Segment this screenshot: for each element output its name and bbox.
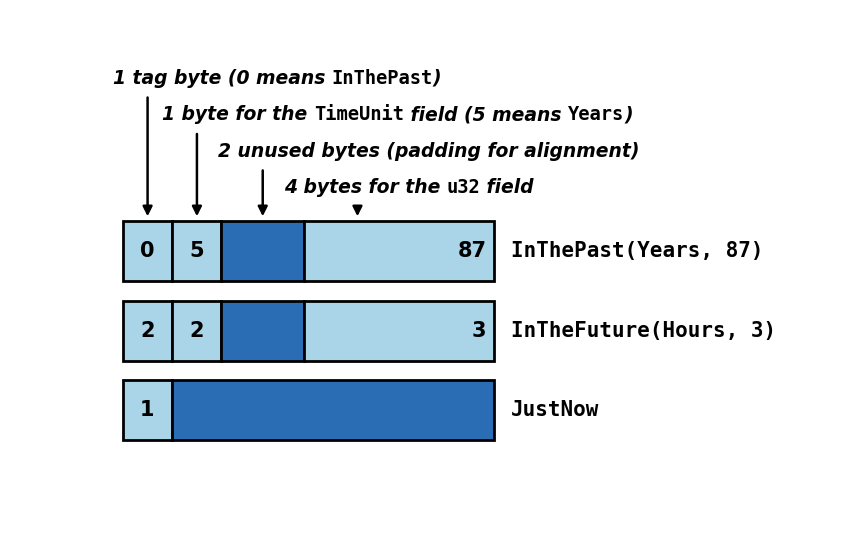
Text: ): ) [433,69,441,88]
Text: 87: 87 [458,241,486,261]
Text: Years: Years [568,105,624,124]
Bar [171,301,222,360]
Text: 1 byte for the: 1 byte for the [162,105,314,124]
Text: field: field [481,178,534,197]
Bar [122,380,171,440]
Text: 0: 0 [140,241,155,261]
Bar [122,221,171,281]
Bar [222,301,303,360]
Text: 1: 1 [140,400,155,420]
Bar [171,380,494,440]
Text: 2: 2 [189,321,204,341]
Bar [171,221,222,281]
Text: u32: u32 [447,178,481,197]
Text: field (5 means: field (5 means [404,105,568,124]
Bar [304,221,494,281]
Text: 2 unused bytes (padding for alignment): 2 unused bytes (padding for alignment) [218,142,639,161]
Text: JustNow: JustNow [511,400,599,420]
Text: 4 bytes for the: 4 bytes for the [284,178,447,197]
Bar [304,301,494,360]
Text: ): ) [624,105,633,124]
Text: 1 tag byte (0 means: 1 tag byte (0 means [113,69,332,88]
Text: TimeUnit: TimeUnit [314,105,404,124]
Text: 2: 2 [140,321,155,341]
Text: InThePast(Years, 87): InThePast(Years, 87) [511,241,763,261]
Bar [222,221,303,281]
Text: 3: 3 [472,321,486,341]
Text: InTheFuture(Hours, 3): InTheFuture(Hours, 3) [511,321,776,341]
Text: InThePast: InThePast [332,69,433,88]
Text: 5: 5 [189,241,204,261]
Bar [122,301,171,360]
